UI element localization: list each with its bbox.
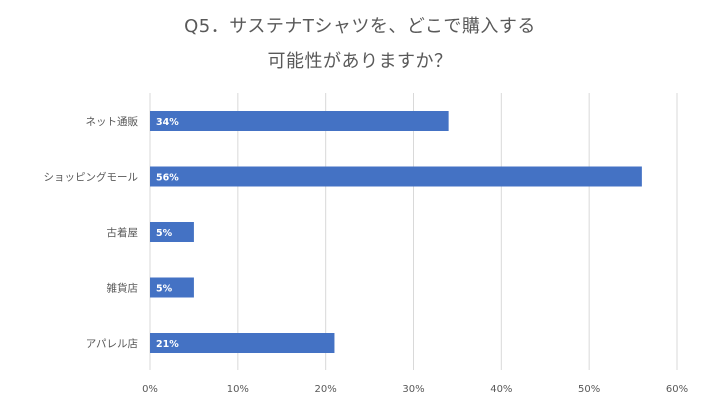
- bar: [150, 277, 194, 298]
- category-label: 古着屋: [107, 226, 139, 239]
- category-label: ショッピングモール: [44, 171, 139, 184]
- chart-title-line-1: Q5．サステナTシャツを、どこで購入する: [184, 16, 536, 37]
- bar: [150, 166, 642, 187]
- category-label: 雑貨店: [107, 282, 139, 295]
- x-tick-label: 10%: [227, 384, 249, 395]
- x-tick-label: 60%: [666, 384, 688, 395]
- bar: [150, 222, 194, 242]
- x-tick-label: 20%: [315, 384, 337, 395]
- data-label: 5%: [156, 228, 173, 239]
- category-label: ネット通販: [86, 116, 139, 128]
- x-tick-label: 30%: [402, 384, 424, 395]
- data-label: 34%: [156, 117, 179, 128]
- bar: [150, 111, 449, 131]
- bar: [150, 333, 335, 353]
- chart-title-line-2: 可能性がありますか？: [267, 51, 453, 72]
- x-tick-label: 40%: [490, 384, 512, 395]
- x-tick-label: 0%: [142, 384, 158, 395]
- data-label: 21%: [156, 339, 179, 350]
- data-label: 56%: [156, 173, 179, 184]
- x-tick-label: 50%: [578, 384, 600, 395]
- data-label: 5%: [156, 284, 173, 295]
- category-label: アパレル店: [86, 337, 138, 350]
